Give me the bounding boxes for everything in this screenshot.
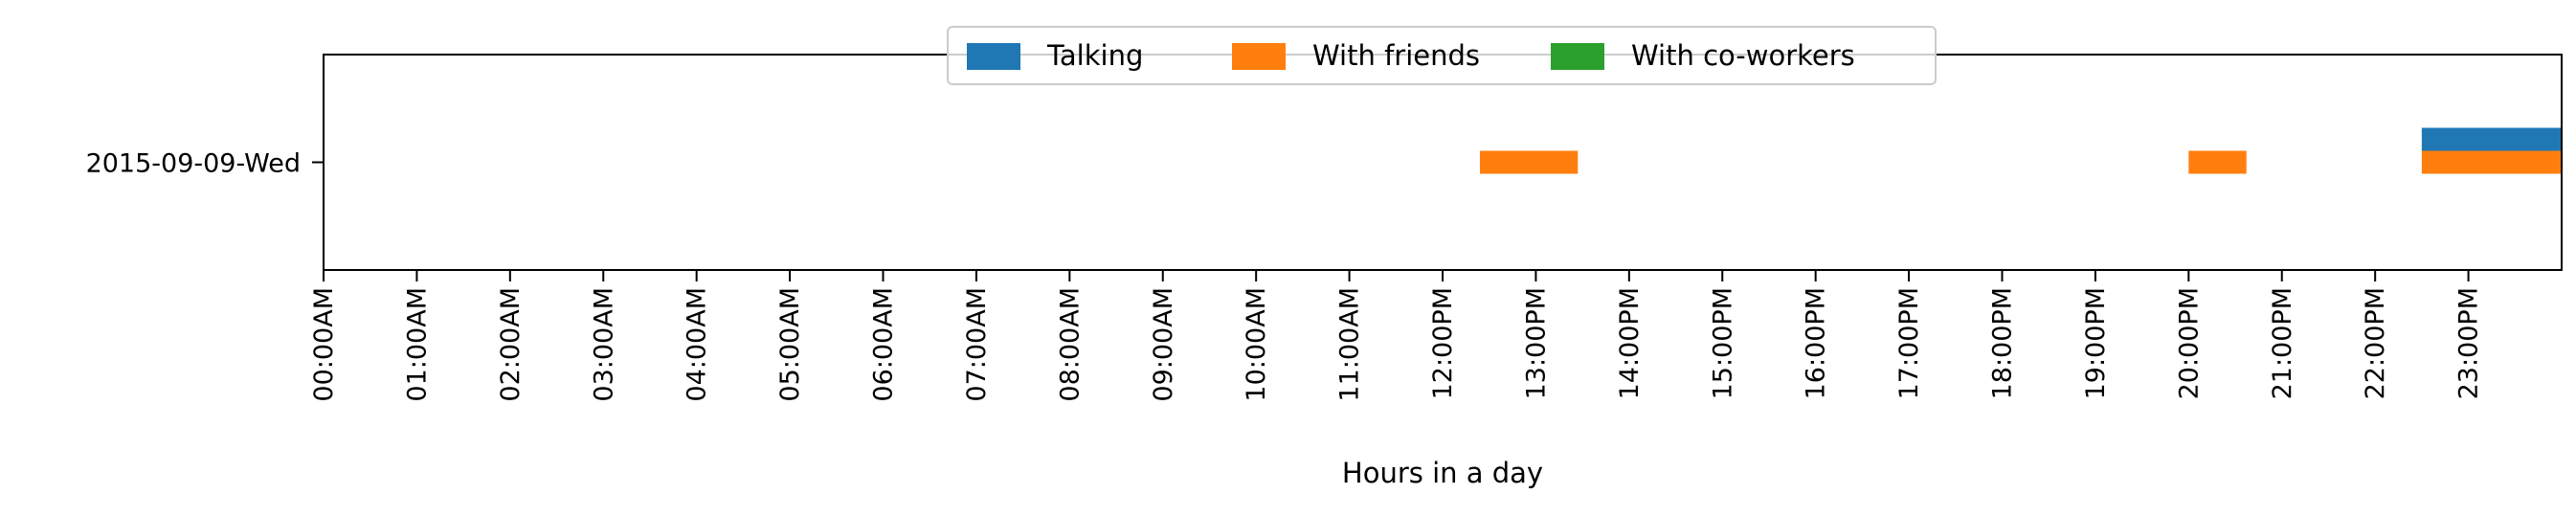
x-tick-label: 07:00AM [962, 287, 992, 402]
legend-label: Talking [1046, 39, 1143, 72]
x-tick-label: 20:00PM [2174, 287, 2204, 399]
x-tick-label: 04:00AM [683, 287, 712, 402]
interval-bar [1479, 150, 1579, 174]
x-tick-label: 19:00PM [2081, 287, 2111, 399]
x-tick-label: 11:00AM [1335, 287, 1365, 402]
interval-bar [2421, 127, 2562, 151]
x-tick-label: 08:00AM [1055, 287, 1085, 402]
legend-swatch [1551, 43, 1604, 70]
x-tick-label: 02:00AM [496, 287, 526, 402]
x-tick-label: 00:00AM [309, 287, 339, 402]
x-tick-label: 10:00AM [1242, 287, 1271, 402]
legend-label: With co-workers [1631, 39, 1855, 72]
x-tick-label: 06:00AM [869, 287, 899, 402]
x-tick-label: 01:00AM [402, 287, 432, 402]
interval-bar [2188, 150, 2247, 174]
legend-swatch [967, 43, 1020, 70]
legend-swatch [1232, 43, 1286, 70]
x-axis-label: Hours in a day [1342, 457, 1543, 489]
interval-bar [2421, 150, 2562, 174]
x-tick-label: 09:00AM [1149, 287, 1178, 402]
x-tick-label: 12:00PM [1428, 287, 1458, 399]
x-tick-label: 21:00PM [2268, 287, 2297, 399]
x-tick-label: 03:00AM [589, 287, 618, 402]
x-tick-label: 05:00AM [775, 287, 805, 402]
x-tick-label: 23:00PM [2454, 287, 2484, 399]
x-tick-label: 14:00PM [1615, 287, 1645, 399]
x-tick-label: 22:00PM [2361, 287, 2390, 399]
x-tick-label: 16:00PM [1802, 287, 1831, 399]
x-tick-label: 15:00PM [1708, 287, 1737, 399]
legend-label: With friends [1312, 39, 1480, 72]
x-tick-label: 13:00PM [1521, 287, 1551, 399]
y-tick-label: 2015-09-09-Wed [86, 149, 301, 179]
legend-box [947, 26, 1937, 85]
legend: Talking With friends With co-workers [947, 26, 1937, 85]
x-tick-label: 17:00PM [1894, 287, 1924, 399]
x-tick-label: 18:00PM [1988, 287, 2018, 399]
